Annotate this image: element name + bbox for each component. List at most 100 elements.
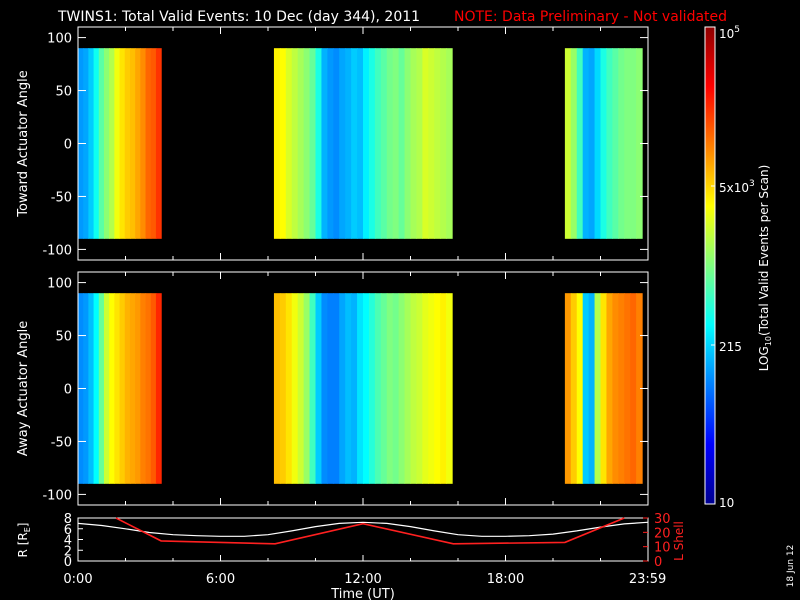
heatmap-cell: [357, 293, 364, 484]
heatmap-cell: [155, 48, 162, 239]
heatmap-cell: [303, 293, 311, 484]
heatmap-cell: [582, 293, 590, 484]
heatmap-cell: [285, 293, 293, 484]
heatmap-cell: [345, 293, 352, 484]
colorbar: 105 5x103 215 10 LOG10(Total Valid Event…: [704, 25, 773, 510]
heatmap-cell: [279, 48, 287, 239]
heatmap-cell: [135, 293, 141, 484]
y-tick-label: -100: [42, 488, 72, 503]
heatmap-cell: [600, 48, 608, 239]
colorbar-tick-mid: 5x103: [719, 179, 755, 195]
heatmap-cell: [309, 293, 317, 484]
toward-heatmap: [78, 48, 643, 239]
heatmap-cell: [124, 293, 131, 484]
heatmap-cell: [109, 293, 115, 484]
heatmap-cell: [428, 48, 435, 239]
heatmap-cell: [88, 293, 95, 484]
heatmap-cell: [119, 293, 126, 484]
heatmap-cell: [588, 48, 596, 239]
heatmap-cell: [150, 293, 157, 484]
heatmap-cell: [428, 293, 435, 484]
heatmap-cell: [582, 48, 590, 239]
heatmap-cell: [327, 48, 334, 239]
heatmap-cell: [606, 48, 613, 239]
heatmap-cell: [297, 293, 305, 484]
date-stamp: 18 Jun 12: [786, 545, 796, 588]
heatmap-cell: [392, 293, 400, 484]
heatmap-cell: [422, 293, 429, 484]
y-tick-label: 50: [55, 85, 72, 100]
heatmap-cell: [380, 48, 388, 239]
heatmap-cell: [129, 48, 136, 239]
heatmap-cell: [398, 293, 406, 484]
heatmap-cell: [374, 293, 382, 484]
y-tick-label: 20: [654, 526, 671, 541]
heatmap-cell: [273, 293, 281, 484]
heatmap-cell: [98, 293, 105, 484]
heatmap-cell: [119, 48, 126, 239]
heatmap-cell: [333, 48, 340, 239]
heatmap-cell: [140, 293, 147, 484]
heatmap-cell: [363, 48, 370, 239]
x-tick-label: 6:00: [206, 572, 235, 587]
heatmap-cell: [368, 48, 376, 239]
heatmap-cell: [273, 48, 281, 239]
heatmap-cell: [327, 293, 334, 484]
heatmap-cell: [140, 48, 147, 239]
heatmap-cell: [374, 48, 382, 239]
l-shell-line: [115, 517, 625, 545]
y-tick-label: 0: [64, 555, 72, 570]
y-tick-label: 10: [654, 541, 671, 556]
y-tick-label: -50: [51, 435, 72, 450]
y-tick-label: 100: [47, 277, 72, 292]
heatmap-cell: [398, 48, 406, 239]
heatmap-cell: [114, 293, 121, 484]
time-axis: 0:00 6:00 12:00 18:00 23:59: [63, 555, 666, 587]
heatmap-cell: [357, 48, 364, 239]
y-tick-label: -100: [42, 243, 72, 258]
colorbar-tick-low: 215: [719, 340, 742, 354]
heatmap-cell: [630, 293, 637, 484]
y-tick-label: 6: [64, 523, 72, 538]
y-tick-label: 0: [64, 138, 72, 153]
heatmap-cell: [129, 293, 136, 484]
heatmap-cell: [150, 48, 157, 239]
heatmap-cell: [434, 48, 441, 239]
heatmap-cell: [630, 48, 637, 239]
heatmap-cell: [297, 48, 305, 239]
heatmap-cell: [440, 48, 447, 239]
heatmap-cell: [600, 293, 608, 484]
figure-title: TWINS1: Total Valid Events: 10 Dec (day …: [57, 9, 420, 25]
heatmap-cell: [624, 293, 631, 484]
heatmap-cell: [345, 48, 352, 239]
heatmap-cell: [368, 293, 376, 484]
heatmap-cell: [434, 293, 441, 484]
y-tick-label: 2: [64, 544, 72, 559]
heatmap-cell: [321, 293, 328, 484]
x-tick-label: 12:00: [344, 572, 381, 587]
heatmap-cell: [309, 48, 317, 239]
heatmap-cell: [422, 48, 429, 239]
heatmap-cell: [321, 48, 328, 239]
orbit-series: [77, 517, 648, 545]
heatmap-cell: [606, 293, 613, 484]
away-heatmap: [78, 293, 643, 484]
heatmap-cell: [333, 293, 340, 484]
colorbar-label: LOG10(Total Valid Events per Scan): [757, 165, 773, 372]
heatmap-cell: [404, 293, 412, 484]
y-tick-label: 100: [47, 32, 72, 47]
y-tick-label: 30: [654, 512, 671, 527]
x-axis-label: Time (UT): [330, 587, 395, 600]
heatmap-cell: [145, 48, 152, 239]
heatmap-cell: [416, 48, 423, 239]
heatmap-cell: [339, 293, 346, 484]
heatmap-cell: [93, 293, 100, 484]
heatmap-cell: [303, 48, 311, 239]
radius-label: R [RE]: [16, 523, 32, 558]
toward-y-axis: 100 50 0 -50 -100: [42, 27, 649, 260]
heatmap-cell: [351, 48, 358, 239]
heatmap-cell: [124, 48, 131, 239]
